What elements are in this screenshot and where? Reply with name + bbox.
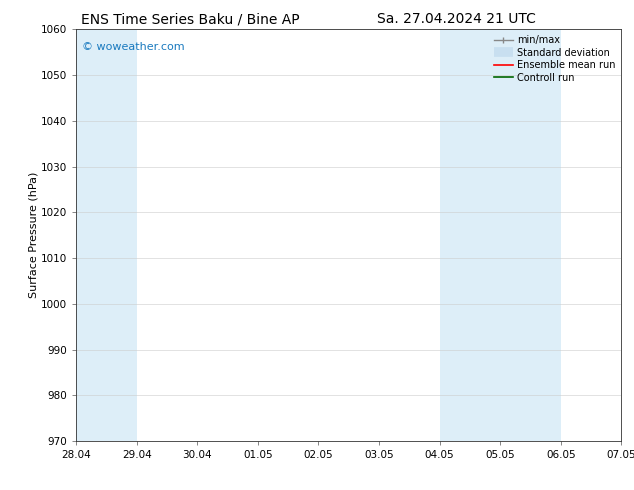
Text: ENS Time Series Baku / Bine AP: ENS Time Series Baku / Bine AP: [81, 12, 299, 26]
Text: © woweather.com: © woweather.com: [82, 42, 184, 52]
Bar: [621, 29, 634, 441]
Bar: [76, 29, 137, 441]
Text: Sa. 27.04.2024 21 UTC: Sa. 27.04.2024 21 UTC: [377, 12, 536, 26]
Y-axis label: Surface Pressure (hPa): Surface Pressure (hPa): [28, 172, 38, 298]
Bar: [439, 29, 560, 441]
Legend: min/max, Standard deviation, Ensemble mean run, Controll run: min/max, Standard deviation, Ensemble me…: [491, 32, 618, 85]
